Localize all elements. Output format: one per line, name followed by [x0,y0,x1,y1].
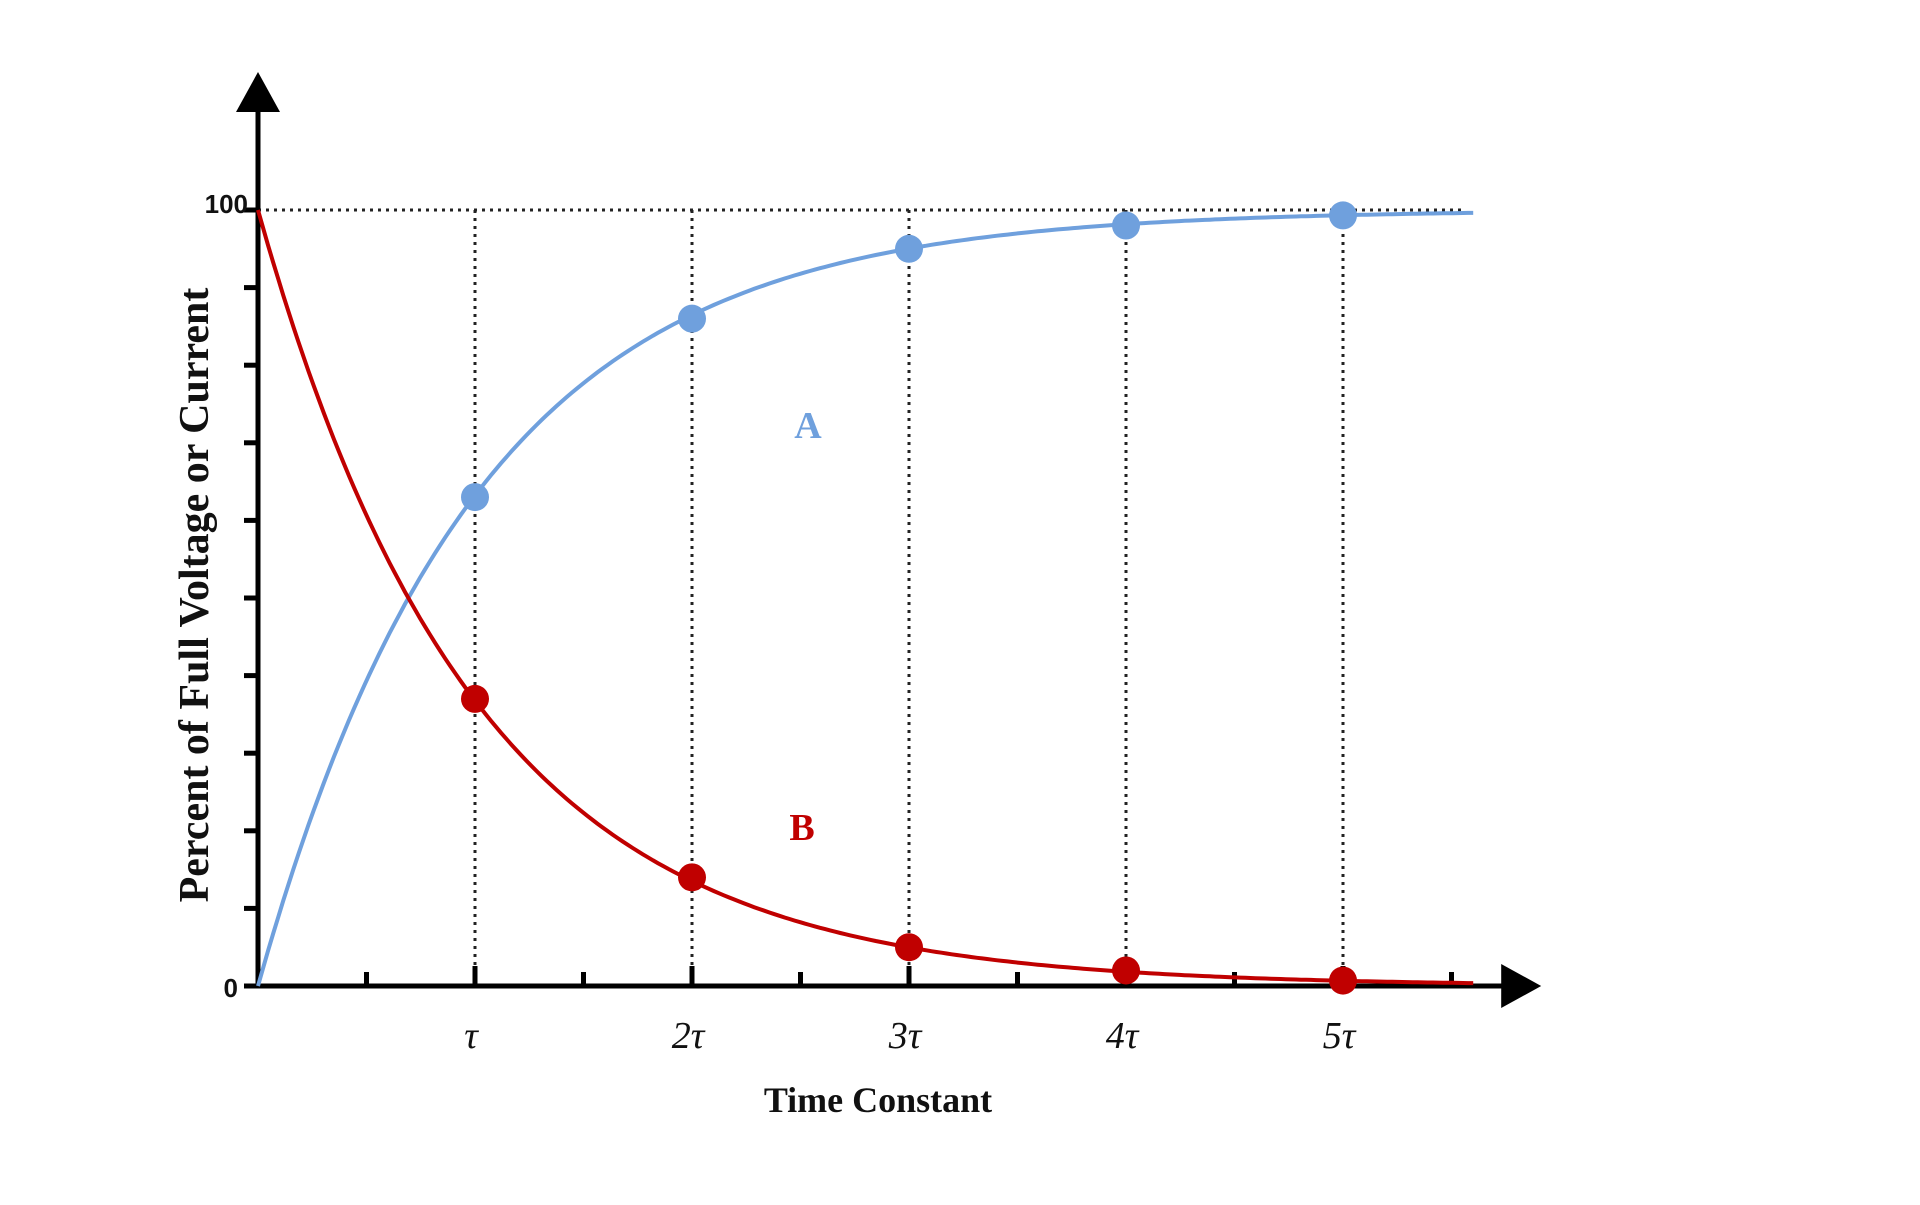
x-tick-label-5: 5τ [1323,1015,1357,1057]
y-axis-label: Percent of Full Voltage or Current [172,288,218,903]
series-b-point-1 [461,684,489,713]
axes [236,72,1542,1008]
series-b-point-4 [1112,956,1140,985]
series-b-point-5 [1329,966,1357,995]
series-label-b: B [789,807,814,849]
x-axis-arrowhead [1501,964,1542,1008]
series-b-line [256,209,1474,986]
series-a-point-5 [1329,201,1357,230]
series-a-line [256,210,1474,987]
x-tick-label-3: 3τ [888,1015,923,1057]
x-tick-label-2: 2τ [672,1015,706,1057]
x-tick-label-1: τ [464,1015,479,1057]
series-a-point-3 [895,234,923,263]
y-axis-arrowhead [236,72,280,112]
series-b-point-2 [678,863,706,892]
series-a-point-2 [678,304,706,333]
series-label-a: A [794,405,822,447]
labels: Percent of Full Voltage or Current Time … [172,189,1357,1120]
series-layer [256,201,1474,995]
series-a-point-1 [461,483,489,512]
y-tick-label-100: 100 [205,189,248,219]
x-tick-label-4: 4τ [1106,1015,1140,1057]
y-tick-label-0: 0 [224,973,238,1003]
series-a-point-4 [1112,211,1140,240]
x-axis-label: Time Constant [764,1080,992,1120]
series-b-point-3 [895,933,923,962]
grid-lines [258,208,1464,986]
